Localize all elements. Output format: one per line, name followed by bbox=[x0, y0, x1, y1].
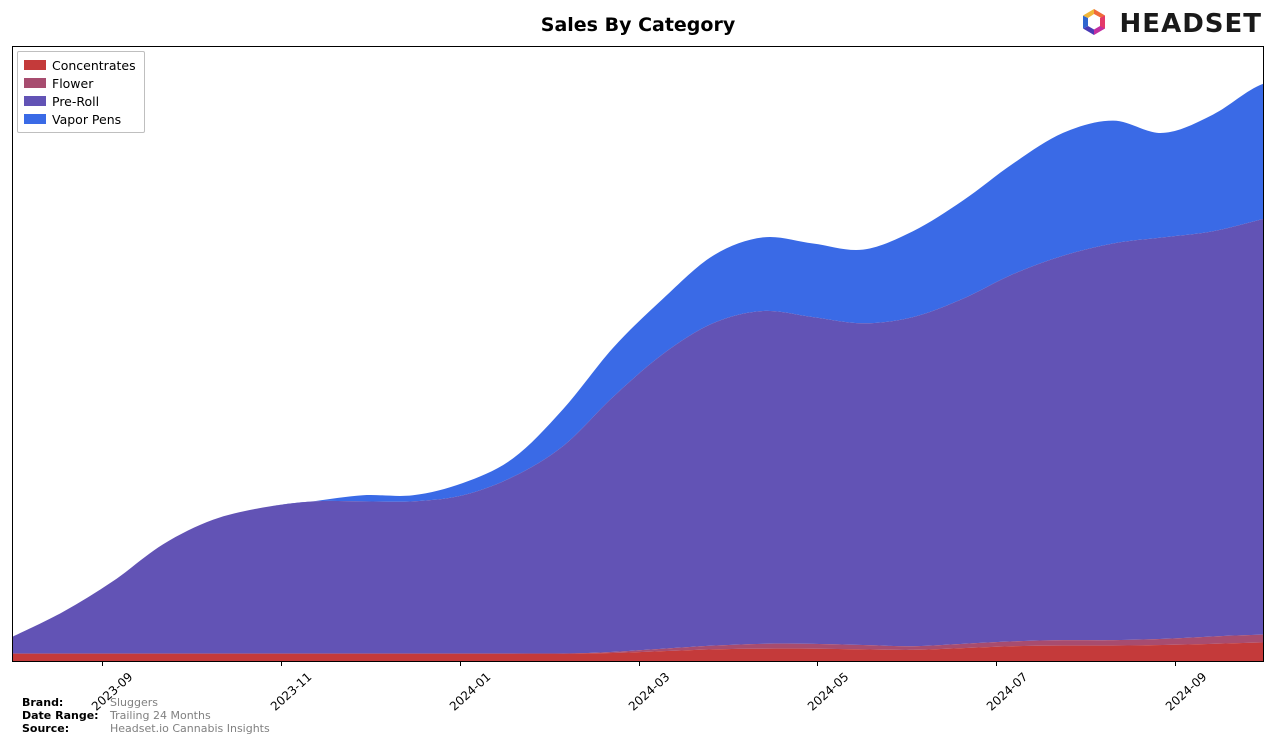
x-tick-mark bbox=[996, 661, 997, 666]
brand-logo-text: HEADSET bbox=[1120, 9, 1262, 39]
headset-logo-icon bbox=[1076, 6, 1112, 42]
area-chart-svg bbox=[13, 47, 1263, 661]
x-tick-mark bbox=[639, 661, 640, 666]
legend-label: Vapor Pens bbox=[52, 112, 121, 127]
x-tick-label: 2024-09 bbox=[1162, 667, 1212, 714]
x-tick-mark bbox=[460, 661, 461, 666]
x-tick-mark bbox=[1175, 661, 1176, 666]
brand-logo: HEADSET bbox=[1076, 6, 1262, 42]
footer-brand-label: Brand: bbox=[22, 696, 110, 709]
plot-area: ConcentratesFlowerPre-RollVapor Pens 202… bbox=[12, 46, 1264, 662]
legend-swatch bbox=[24, 114, 46, 124]
x-tick-mark bbox=[817, 661, 818, 666]
legend-label: Concentrates bbox=[52, 58, 136, 73]
footer-date-range-label: Date Range: bbox=[22, 709, 110, 722]
legend-label: Pre-Roll bbox=[52, 94, 99, 109]
legend-swatch bbox=[24, 60, 46, 70]
x-tick-mark bbox=[102, 661, 103, 666]
legend-item: Pre-Roll bbox=[24, 92, 136, 110]
x-tick-label: 2023-11 bbox=[268, 667, 318, 714]
legend-label: Flower bbox=[52, 76, 93, 91]
legend-item: Vapor Pens bbox=[24, 110, 136, 128]
legend-item: Flower bbox=[24, 74, 136, 92]
chart-legend: Concentrates Flower Pre-Roll Vapor Pens bbox=[17, 51, 145, 133]
footer-brand-value: Sluggers bbox=[110, 696, 158, 709]
footer-date-range-value: Trailing 24 Months bbox=[110, 709, 211, 722]
x-tick-label: 2024-01 bbox=[447, 667, 497, 714]
footer-source-label: Source: bbox=[22, 722, 110, 735]
chart-footer: Brand: Sluggers Date Range: Trailing 24 … bbox=[22, 696, 270, 735]
legend-swatch bbox=[24, 96, 46, 106]
legend-item: Concentrates bbox=[24, 56, 136, 74]
footer-source-value: Headset.io Cannabis Insights bbox=[110, 722, 270, 735]
area-pre-roll bbox=[13, 207, 1263, 654]
x-tick-label: 2024-05 bbox=[805, 667, 855, 714]
legend-swatch bbox=[24, 78, 46, 88]
x-tick-label: 2024-03 bbox=[626, 667, 676, 714]
x-tick-label: 2024-07 bbox=[984, 667, 1034, 714]
x-tick-mark bbox=[281, 661, 282, 666]
